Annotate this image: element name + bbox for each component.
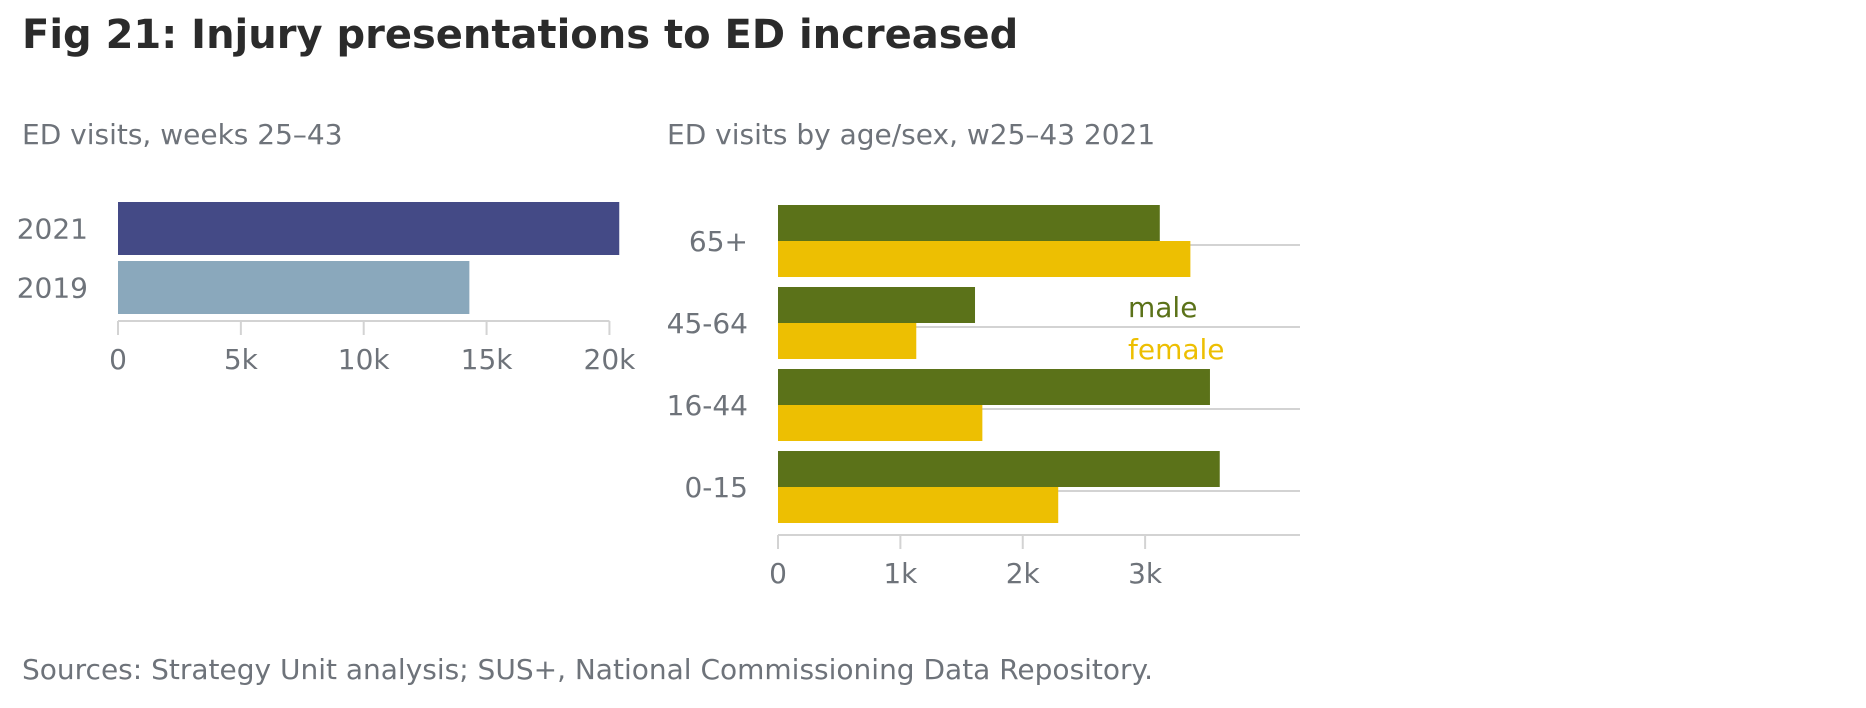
right-x-tick-label-2k: 2k [1006,557,1041,590]
right-chart-subtitle: ED visits by age/sex, w25–43 2021 [667,118,1156,151]
bar-female-45-64 [778,323,917,359]
left-x-tick-label-10k: 10k [338,343,391,376]
bar-male-65+ [778,205,1160,241]
bar-male-16-44 [778,369,1210,405]
y-tick-label-65+: 65+ [689,225,748,258]
right-x-tick-label-1k: 1k [883,557,918,590]
legend-female: female [1128,333,1225,366]
right-bar-chart: 65+ 45-64 16-44 0-15 0 1k 2k 3k male female [667,205,1300,590]
legend-male: male [1128,291,1197,324]
bar-female-16-44 [778,405,983,441]
y-tick-label-0-15: 0-15 [684,471,748,504]
y-tick-label-16-44: 16-44 [667,389,748,422]
bar-2019 [118,261,470,314]
left-x-tick-label-15k: 15k [461,343,514,376]
y-tick-label-2021: 2021 [17,213,88,246]
left-chart-subtitle: ED visits, weeks 25–43 [22,118,343,151]
y-tick-label-45-64: 45-64 [667,307,748,340]
bar-female-0-15 [778,487,1059,523]
right-x-tick-label-0: 0 [769,557,787,590]
left-bar-chart: 2021 2019 0 5k 10k 15k 20k [17,202,637,376]
bar-male-45-64 [778,287,976,323]
bar-male-0-15 [778,451,1220,487]
figure-title: Fig 21: Injury presentations to ED incre… [22,12,1019,58]
source-note: Sources: Strategy Unit analysis; SUS+, N… [22,653,1154,686]
bar-2021 [118,202,620,255]
right-x-tick-label-3k: 3k [1128,557,1163,590]
left-x-tick-label-0: 0 [109,343,127,376]
left-x-tick-label-20k: 20k [584,343,637,376]
left-x-tick-label-5k: 5k [224,343,259,376]
y-tick-label-2019: 2019 [17,272,88,305]
bar-female-65+ [778,241,1191,277]
